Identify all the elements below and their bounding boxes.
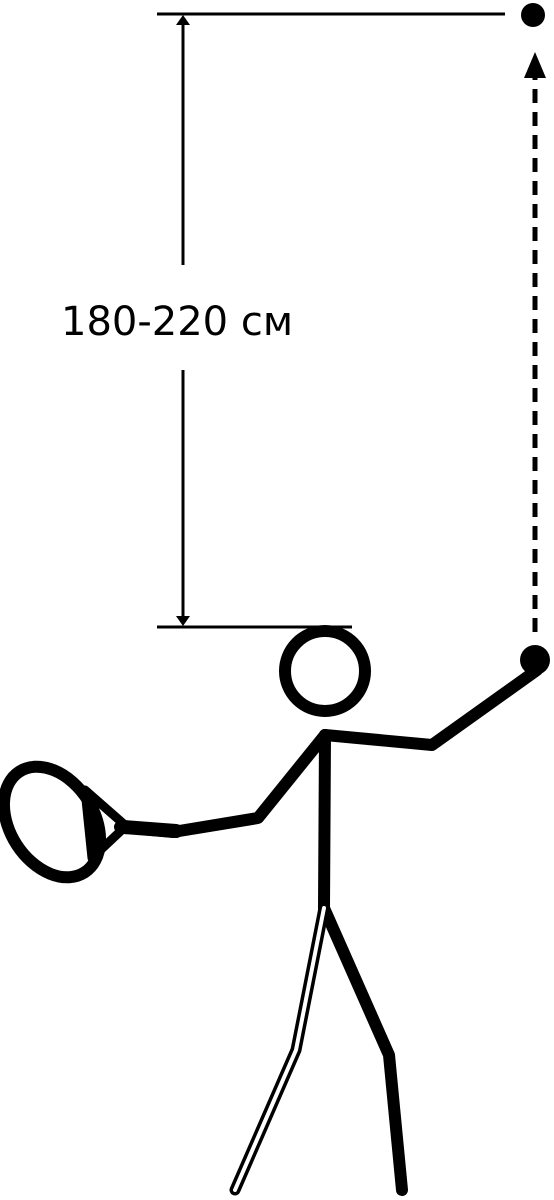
figure-tossing-arm [319,664,543,751]
racket-head [0,760,107,884]
trajectory-arrowhead-icon [524,52,546,78]
tennis-racket-icon [0,760,183,884]
figure-racket-arm [114,729,331,838]
racket-handle [117,820,183,838]
ball-peak-icon [521,3,545,27]
figure-head [279,625,371,717]
figure-left-leg [229,902,330,1196]
racket-throat [80,785,131,863]
ball-release-icon [520,645,550,675]
figure-torso [318,729,331,914]
measurement-label: 180-220 см [61,299,293,345]
figure-right-leg [318,902,408,1196]
